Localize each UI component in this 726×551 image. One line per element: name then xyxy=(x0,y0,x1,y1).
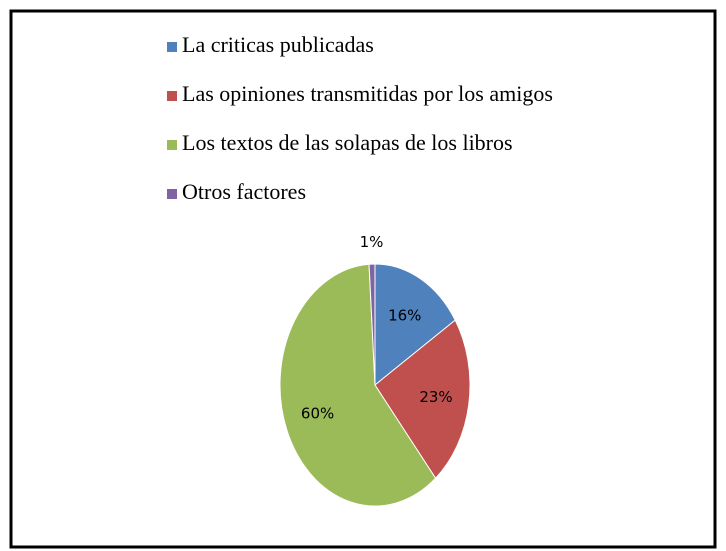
data-label: 60% xyxy=(301,404,334,422)
pie-slice xyxy=(279,263,437,507)
legend-label: Las opiniones transmitidas por los amigo… xyxy=(182,81,553,106)
legend-label: La criticas publicadas xyxy=(182,32,374,57)
data-label: 23% xyxy=(419,388,452,406)
legend-swatch xyxy=(167,42,177,52)
pie-slice xyxy=(374,319,471,480)
pie-slice xyxy=(374,263,456,387)
legend-label: Otros factores xyxy=(182,179,306,204)
pie-slice xyxy=(368,263,376,386)
legend-label: Los textos de las solapas de los libros xyxy=(182,130,513,155)
legend-swatch xyxy=(167,189,177,199)
data-label: 16% xyxy=(388,307,421,325)
legend-swatch xyxy=(167,140,177,150)
data-label: 1% xyxy=(360,233,384,251)
legend-swatch xyxy=(167,91,177,101)
